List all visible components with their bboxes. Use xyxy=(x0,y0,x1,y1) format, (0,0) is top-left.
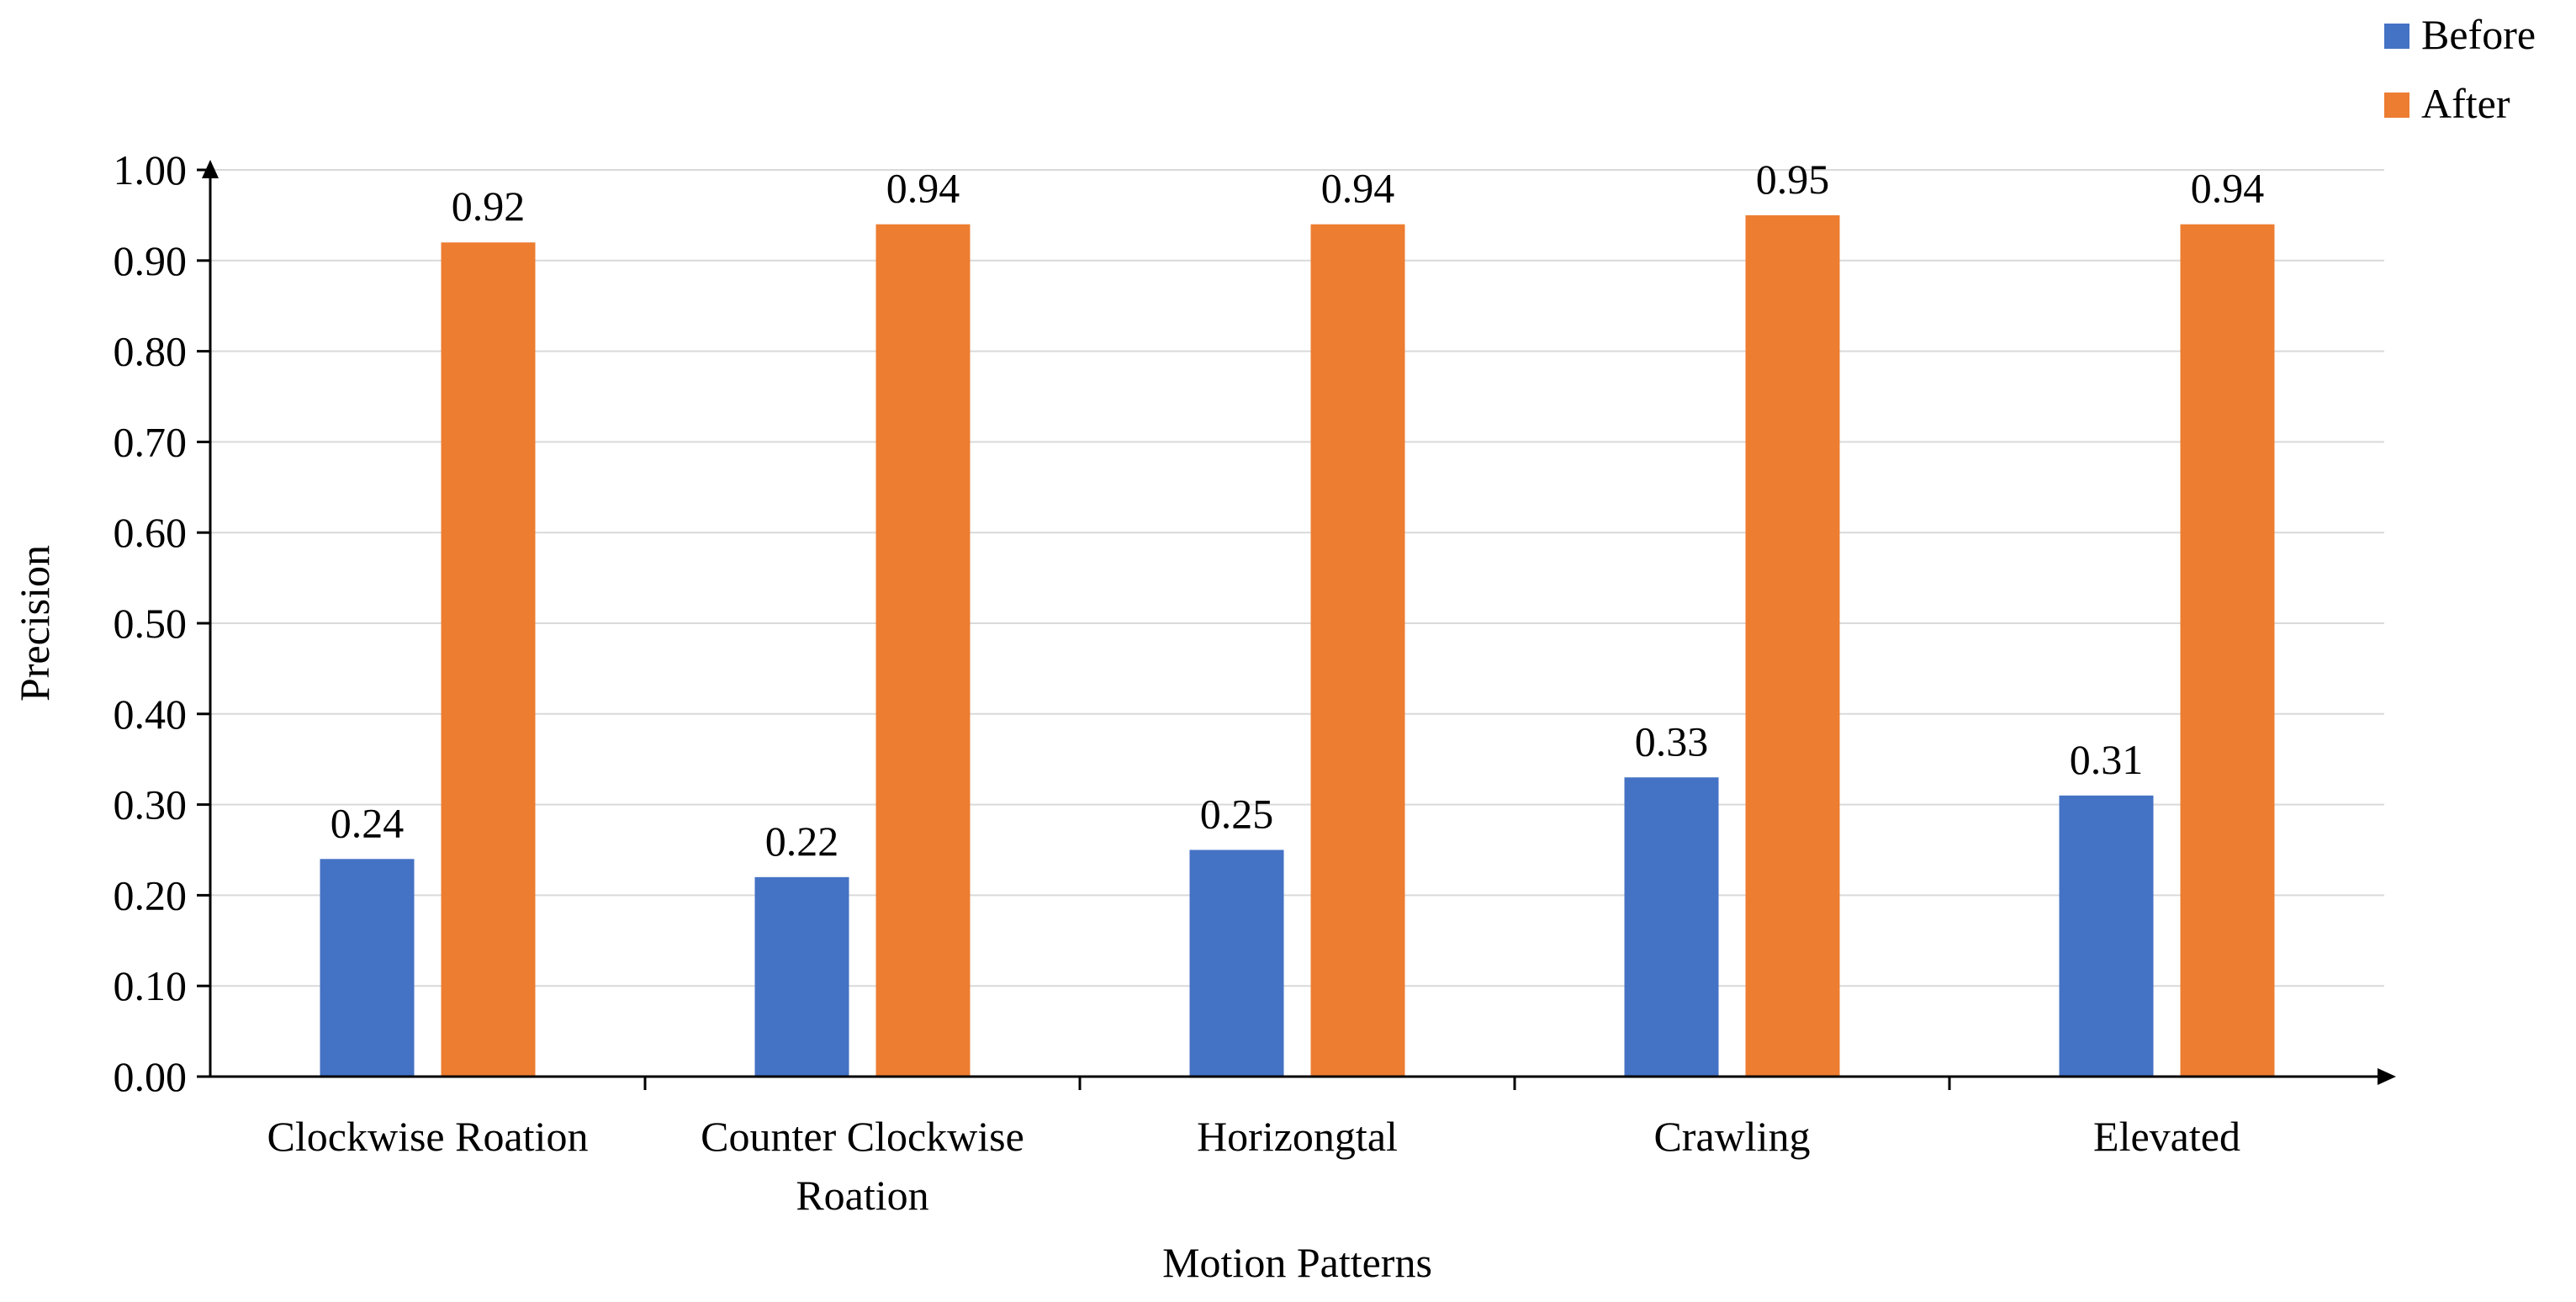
data-label-after: 0.92 xyxy=(452,183,526,230)
legend-swatch-after xyxy=(2384,93,2409,118)
data-label-after: 0.95 xyxy=(1756,156,1830,203)
bar-before-4 xyxy=(2059,795,2154,1077)
x-category-label-line: Crawling xyxy=(1653,1113,1810,1160)
y-tick-label: 0.70 xyxy=(114,418,188,465)
data-label-before: 0.24 xyxy=(331,799,405,846)
legend-swatch-before xyxy=(2384,24,2409,49)
labels: 0.00 0.10 0.20 0.30 0.40 0.50 0.60 0.70 0.80 0.90… xyxy=(11,146,2264,1286)
bar-after-3 xyxy=(1745,214,1840,1077)
y-tick-label: 0.50 xyxy=(114,600,188,647)
data-label-before: 0.22 xyxy=(765,818,839,865)
y-tick-label: 0.80 xyxy=(114,328,188,375)
x-axis-arrow xyxy=(2378,1068,2396,1085)
y-tick-label: 1.00 xyxy=(114,146,188,193)
axes xyxy=(197,160,2396,1090)
legend-label-after: After xyxy=(2421,80,2510,127)
x-category-label: Elevated xyxy=(2093,1113,2240,1160)
bar-after-0 xyxy=(441,242,536,1077)
x-category-label-line: Clockwise Roation xyxy=(267,1113,589,1160)
bar-after-4 xyxy=(2180,224,2275,1077)
legend: Before After xyxy=(2384,11,2536,127)
legend-label-before: Before xyxy=(2421,11,2536,58)
bar-before-3 xyxy=(1624,777,1719,1077)
gridlines xyxy=(210,169,2384,987)
bar-before-2 xyxy=(1189,849,1284,1077)
data-label-after: 0.94 xyxy=(886,165,960,212)
y-axis-arrow xyxy=(202,160,219,178)
bar-after-1 xyxy=(875,224,971,1077)
y-tick-label: 0.90 xyxy=(114,237,188,284)
x-axis-title: Motion Patterns xyxy=(1162,1239,1432,1286)
data-label-before: 0.31 xyxy=(2070,736,2144,783)
y-tick-label: 0.10 xyxy=(114,962,188,1009)
data-label-before: 0.25 xyxy=(1200,791,1274,838)
y-tick-label: 0.00 xyxy=(114,1053,188,1100)
x-category-label-line: Horizongtal xyxy=(1197,1113,1398,1160)
data-label-after: 0.94 xyxy=(1321,165,1395,212)
data-label-before: 0.33 xyxy=(1635,717,1709,765)
x-category-label-line: Counter Clockwise xyxy=(701,1113,1024,1160)
x-category-label: Clockwise Roation xyxy=(267,1113,589,1160)
x-category-label: Horizongtal xyxy=(1197,1113,1398,1160)
bar-after-2 xyxy=(1310,224,1405,1077)
data-label-after: 0.94 xyxy=(2191,165,2265,212)
x-category-label: Counter Clockwise Roation xyxy=(701,1113,1024,1219)
bar-before-1 xyxy=(754,876,849,1077)
y-tick-label: 0.20 xyxy=(114,871,188,918)
bars xyxy=(320,214,2275,1077)
y-tick-label: 0.30 xyxy=(114,781,188,828)
x-category-label-line: Roation xyxy=(796,1172,928,1219)
x-category-label: Crawling xyxy=(1653,1113,1810,1160)
y-tick-label: 0.60 xyxy=(114,509,188,556)
x-category-label-line: Elevated xyxy=(2093,1113,2240,1160)
y-tick-label: 0.40 xyxy=(114,691,188,738)
bar-before-0 xyxy=(320,859,415,1077)
y-axis-title: Precision xyxy=(11,545,58,701)
